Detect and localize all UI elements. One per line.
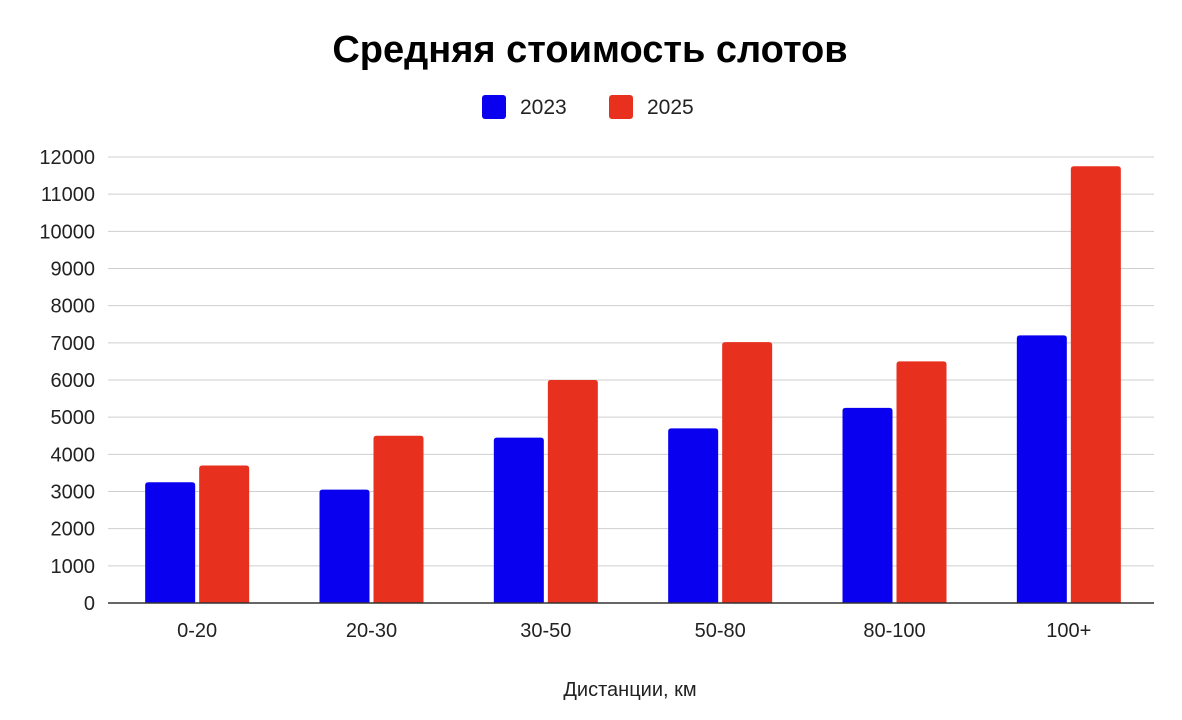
chart-title: Средняя стоимость слотов xyxy=(332,29,847,71)
legend-label-2023: 2023 xyxy=(520,96,567,119)
y-tick-label: 6000 xyxy=(51,370,96,392)
bar-2025-30-50 xyxy=(547,380,598,603)
y-tick-label: 1000 xyxy=(51,556,96,578)
y-tick-label: 5000 xyxy=(51,407,96,429)
bar-2025-0-20 xyxy=(199,465,250,603)
x-tick-label: 20-30 xyxy=(346,620,397,642)
legend-label-2025: 2025 xyxy=(647,96,694,119)
x-axis-ticks: 0-20 20-30 30-50 50-80 80-100 100+ xyxy=(177,620,1091,642)
y-tick-label: 11000 xyxy=(41,184,95,206)
y-axis-ticks: 0 1000 2000 3000 4000 5000 6000 7000 8000 9000 100… xyxy=(39,147,95,615)
legend-swatch-2025 xyxy=(609,95,633,119)
x-tick-label: 100+ xyxy=(1046,620,1091,642)
y-tick-label: 12000 xyxy=(39,147,95,169)
bar-2023-20-30 xyxy=(319,489,370,603)
x-axis-title: Дистанции, км xyxy=(563,679,696,701)
bar-2023-30-50 xyxy=(493,437,544,603)
bar-2023-0-20 xyxy=(145,482,196,603)
x-tick-label: 30-50 xyxy=(520,620,571,642)
bar-2025-100+ xyxy=(1070,166,1121,603)
x-tick-label: 80-100 xyxy=(863,620,925,642)
y-tick-label: 4000 xyxy=(51,444,96,466)
bar-2025-80-100 xyxy=(896,361,947,603)
x-tick-label: 0-20 xyxy=(177,620,217,642)
bar-2025-20-30 xyxy=(373,435,424,603)
y-tick-label: 3000 xyxy=(51,482,96,504)
legend: 2023 2025 xyxy=(482,95,694,119)
bar-2023-100+ xyxy=(1016,335,1067,603)
legend-swatch-2023 xyxy=(482,95,506,119)
y-tick-label: 8000 xyxy=(51,296,96,318)
bar-2023-80-100 xyxy=(842,407,893,603)
gridlines xyxy=(108,156,1154,567)
y-tick-label: 9000 xyxy=(51,259,96,281)
y-tick-label: 0 xyxy=(84,593,95,615)
x-tick-label: 50-80 xyxy=(695,620,746,642)
y-tick-label: 10000 xyxy=(39,221,95,243)
bars xyxy=(145,166,1121,603)
y-tick-label: 2000 xyxy=(51,519,96,541)
y-tick-label: 7000 xyxy=(51,333,96,355)
bar-2023-50-80 xyxy=(668,428,719,603)
bar-2025-50-80 xyxy=(722,342,773,603)
